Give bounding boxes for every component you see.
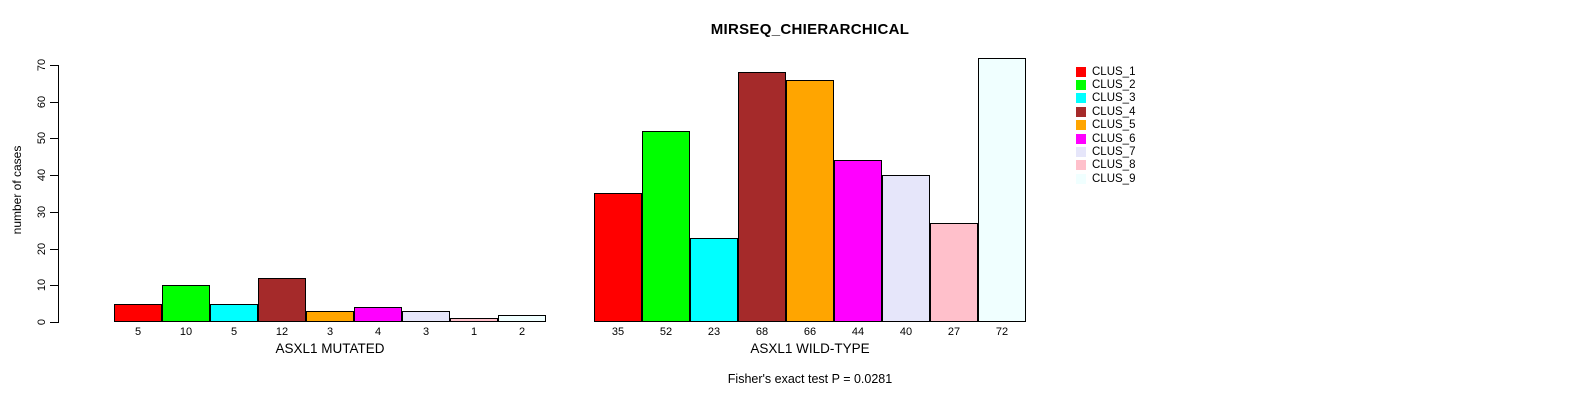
legend-color-swatch	[1076, 173, 1086, 184]
legend-color-swatch	[1076, 93, 1086, 104]
bar-clus_6	[354, 307, 402, 322]
bar-value-label: 2	[518, 326, 526, 338]
legend-color-swatch	[1076, 120, 1086, 131]
fisher-test-annotation: Fisher's exact test P = 0.0281	[727, 372, 893, 386]
bar-value-label: 40	[899, 326, 913, 338]
y-axis-tick-label: 70	[36, 58, 48, 72]
bar-value-label: 1	[470, 326, 478, 338]
y-axis-tick	[50, 248, 58, 250]
bar-value-label: 44	[851, 326, 865, 338]
bar-clus_1	[114, 304, 162, 322]
x-axis-group-label: ASXL1 MUTATED	[275, 341, 385, 356]
y-axis-tick-label: 40	[36, 169, 48, 182]
bar-value-label: 5	[134, 326, 142, 338]
bar-clus_5	[786, 80, 834, 322]
bar-clus_2	[162, 285, 210, 322]
y-axis-tick	[50, 65, 58, 66]
legend-item-label: CLUS_5	[1092, 119, 1136, 132]
legend-item-label: CLUS_3	[1092, 92, 1136, 105]
legend-item-label: CLUS_2	[1092, 78, 1136, 91]
y-axis-tick	[50, 322, 58, 323]
legend-color-swatch	[1076, 106, 1086, 117]
bar-value-label: 23	[707, 326, 721, 338]
y-axis-tick-label: 0	[36, 318, 48, 326]
bar-clus_2	[642, 131, 690, 322]
y-axis-tick	[50, 138, 58, 140]
bar-value-label: 12	[275, 326, 289, 338]
bar-value-label: 10	[179, 326, 193, 338]
legend-item-label: CLUS_1	[1092, 65, 1136, 78]
legend-item-label: CLUS_7	[1092, 145, 1136, 158]
bar-value-label: 27	[947, 326, 961, 338]
legend-color-swatch	[1076, 79, 1086, 90]
legend-color-swatch	[1076, 160, 1086, 171]
bar-clus_7	[882, 175, 930, 322]
legend-item-label: CLUS_9	[1092, 172, 1136, 185]
y-axis-tick-label: 30	[36, 205, 48, 218]
bar-clus_4	[738, 72, 786, 322]
legend-item-label: CLUS_8	[1092, 159, 1136, 172]
bar-value-label: 52	[659, 326, 673, 338]
y-axis-tick	[50, 175, 58, 177]
y-axis-tick	[50, 101, 58, 103]
bar-clus_7	[402, 311, 450, 322]
y-axis-tick	[50, 211, 58, 213]
bar-clus_3	[690, 238, 738, 322]
bar-clus_9	[978, 58, 1026, 322]
y-axis-tick-label: 60	[36, 95, 48, 108]
bar-clus_1	[594, 193, 642, 322]
y-axis-tick-label: 50	[36, 132, 48, 145]
y-axis-tick-label: 10	[36, 279, 48, 292]
legend-color-swatch	[1076, 146, 1086, 157]
bar-value-label: 5	[230, 326, 238, 338]
bar-value-label: 35	[611, 326, 625, 338]
bar-clus_4	[258, 278, 306, 322]
y-axis-title: number of cases	[10, 145, 24, 235]
bar-value-label: 68	[755, 326, 769, 338]
x-axis-group-label: ASXL1 WILD-TYPE	[750, 341, 870, 356]
bar-clus_3	[210, 304, 258, 322]
bar-value-label: 72	[995, 326, 1009, 338]
bar-clus_6	[834, 160, 882, 322]
bar-value-label: 66	[803, 326, 817, 338]
bar-clus_9	[498, 315, 546, 322]
bar-value-label: 3	[326, 326, 334, 338]
legend-color-swatch	[1076, 133, 1086, 144]
legend-item-label: CLUS_6	[1092, 132, 1136, 145]
legend-color-swatch	[1076, 66, 1086, 77]
chart-title: MIRSEQ_CHIERARCHICAL	[710, 21, 910, 38]
y-axis-tick-label: 20	[36, 242, 48, 255]
bar-clus_5	[306, 311, 354, 322]
y-axis-line	[58, 65, 59, 323]
bar-value-label: 4	[374, 326, 382, 338]
y-axis-tick	[50, 285, 58, 287]
bar-value-label: 3	[422, 326, 430, 338]
bar-clus_8	[930, 223, 978, 322]
bar-clus_8	[450, 318, 498, 322]
legend-item-label: CLUS_4	[1092, 105, 1136, 118]
